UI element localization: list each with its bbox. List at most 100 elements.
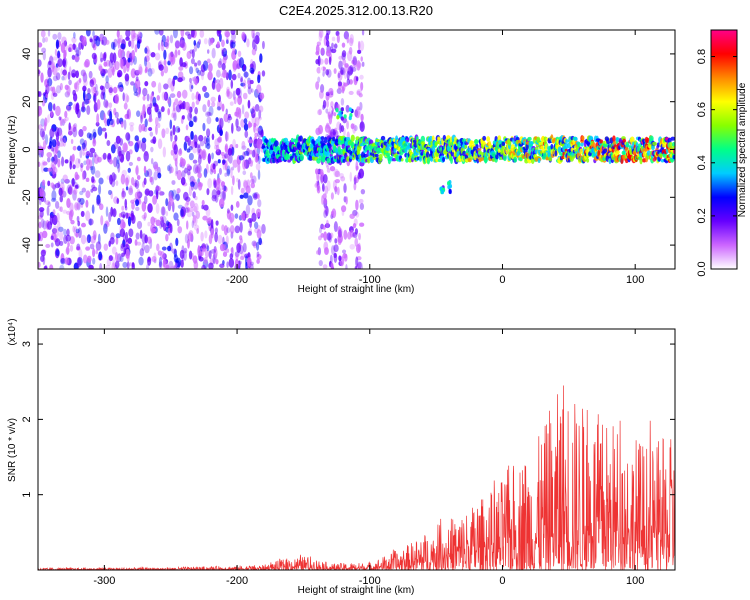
spectrogram-noise-cell	[158, 256, 162, 268]
spectrogram-noise-cell	[144, 56, 148, 67]
spectrogram-noise-cell	[346, 36, 350, 44]
spectrogram-noise-cell	[77, 158, 81, 164]
spectrogram-noise-cell	[136, 110, 141, 117]
spectrogram-noise-cell	[192, 164, 199, 175]
spectrogram-noise-cell	[184, 101, 190, 111]
spectrogram-noise-cell	[125, 186, 129, 191]
spectrogram-noise-cell	[41, 179, 46, 187]
spectrogram-noise-cell	[85, 199, 89, 208]
spectrogram-noise-cell	[160, 70, 165, 77]
spectrogram-noise-cell	[337, 72, 341, 79]
spectrogram-noise-cell	[352, 222, 357, 229]
spectrogram-noise-cell	[237, 72, 241, 79]
spectrogram-noise-cell	[135, 206, 140, 212]
spectrogram-noise-cell	[357, 261, 364, 269]
spectrogram-noise-cell	[142, 95, 146, 101]
spectrogram-noise-cell	[224, 30, 230, 38]
spectrogram-noise-cell	[92, 257, 96, 265]
spectrogram-noise-cell	[155, 124, 158, 136]
spectrogram-noise-cell	[354, 211, 360, 218]
spectrogram-noise-cell	[190, 85, 194, 90]
spectrogram-noise-cell	[43, 121, 47, 132]
spectrogram-noise-cell	[124, 198, 128, 209]
spectrogram-track-cell	[326, 150, 331, 158]
spectrogram-noise-cell	[90, 165, 96, 175]
spectrogram-noise-cell	[189, 200, 195, 209]
spectrogram-noise-cell	[92, 43, 97, 51]
spectrogram-noise-cell	[47, 180, 51, 187]
spectrogram-noise-cell	[95, 199, 102, 207]
spectrogram-noise-cell	[234, 225, 241, 234]
spectrogram-noise-cell	[150, 52, 156, 58]
spectrogram-noise-cell	[317, 55, 321, 67]
spectrogram-noise-cell	[141, 214, 146, 219]
spectrogram-noise-cell	[138, 123, 143, 133]
spectrogram-noise-cell	[92, 30, 95, 37]
spectrogram-noise-cell	[203, 204, 209, 211]
spectrogram-noise-cell	[162, 146, 167, 158]
spectrogram-noise-cell	[122, 142, 128, 153]
spectrogram-noise-cell	[341, 86, 345, 94]
spectrogram-noise-cell	[221, 181, 226, 187]
spectrogram-noise-cell	[91, 39, 96, 49]
spectrogram-noise-cell	[81, 101, 85, 112]
spectrogram-noise-cell	[68, 101, 73, 106]
spectrogram-noise-cell	[188, 185, 193, 197]
spectrogram-track-cell	[374, 153, 379, 158]
spectrogram-noise-cell	[206, 116, 212, 125]
spectrogram-noise-cell	[359, 222, 365, 227]
spectrogram-noise-cell	[115, 236, 119, 245]
spectrogram-noise-cell	[116, 217, 121, 226]
spectrogram-noise-cell	[232, 175, 235, 186]
spectrogram-track-cell	[599, 139, 604, 144]
spectrogram-noise-cell	[82, 70, 86, 78]
spectrogram-noise-cell	[240, 82, 246, 87]
spectrogram-noise-cell	[326, 232, 332, 241]
spectrogram-noise-cell	[328, 87, 334, 95]
spectrogram-noise-cell	[172, 30, 178, 39]
spectrogram-noise-cell	[331, 42, 334, 49]
spectrogram-noise-cell	[70, 219, 75, 225]
spectrogram-noise-cell	[240, 250, 245, 260]
spectrogram-noise-cell	[345, 64, 351, 73]
spectrogram-noise-cell	[72, 145, 77, 151]
spectrogram-noise-cell	[348, 90, 354, 95]
spectrogram-noise-cell	[163, 49, 167, 60]
spectrogram-noise-cell	[109, 111, 113, 122]
spectrogram-noise-cell	[48, 101, 53, 112]
spectrogram-noise-cell	[175, 193, 181, 201]
spectrogram-noise-cell	[80, 210, 85, 218]
spectrogram-noise-cell	[75, 49, 82, 57]
spectrogram-noise-cell	[183, 247, 188, 254]
spectrogram-noise-cell	[136, 175, 141, 180]
spectrogram-noise-cell	[81, 187, 87, 193]
spectrogram-noise-cell	[125, 30, 131, 38]
spectrogram-noise-cell	[359, 74, 364, 80]
spectrogram-noise-cell	[254, 155, 259, 163]
spectrogram-noise-cell	[338, 227, 343, 238]
spectrogram-noise-cell	[355, 108, 362, 119]
spectrogram-noise-cell	[103, 99, 109, 108]
spectrogram-noise-cell	[123, 102, 128, 110]
spectrogram-noise-cell	[59, 230, 64, 241]
spectrogram-track-cell	[529, 141, 535, 145]
spectrogram-track-cell	[269, 149, 274, 154]
spectrogram-noise-cell	[119, 228, 126, 238]
spectrogram-noise-cell	[64, 257, 70, 265]
spectrogram-noise-cell	[341, 52, 346, 61]
spectrogram-noise-cell	[239, 255, 245, 261]
spectrogram-noise-cell	[357, 242, 361, 253]
spectrogram-noise-cell	[181, 115, 185, 120]
spectrogram-track-cell	[672, 154, 675, 160]
spectrogram-noise-cell	[174, 262, 178, 267]
spectrogram-noise-cell	[348, 37, 354, 47]
spectrogram-noise-cell	[199, 69, 205, 77]
spectrogram-noise-cell	[206, 111, 212, 117]
spectrogram-noise-cell	[138, 256, 144, 266]
spectrogram-noise-cell	[63, 49, 67, 58]
spectrogram-noise-cell	[140, 110, 145, 116]
spectrogram-noise-cell	[108, 240, 111, 247]
spectrogram-noise-cell	[191, 101, 195, 109]
spectrogram-track-cell	[541, 155, 546, 160]
spectrogram-noise-cell	[42, 37, 46, 44]
